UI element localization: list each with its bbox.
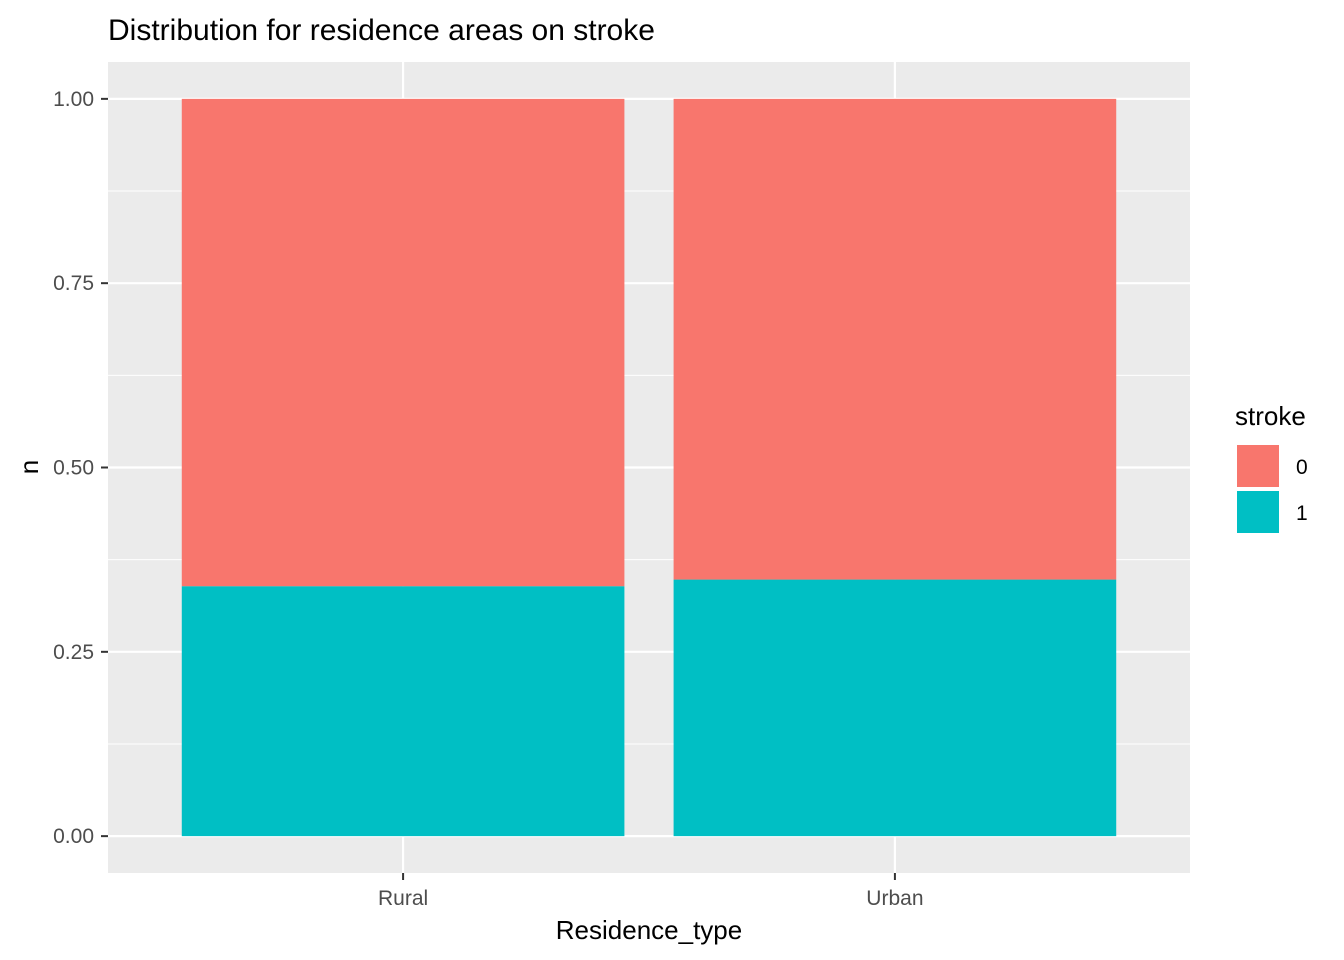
legend-key-stroke-1 bbox=[1235, 489, 1281, 535]
y-axis-title: n bbox=[14, 460, 44, 474]
legend-label-stroke-0: 0 bbox=[1296, 456, 1308, 479]
legend-label-stroke-1: 1 bbox=[1296, 502, 1308, 525]
bar-urban-stroke-0 bbox=[673, 98, 1117, 580]
y-tick-label: 1.00 bbox=[53, 88, 94, 111]
y-tick-label: 0.00 bbox=[53, 825, 94, 848]
legend-key-stroke-0 bbox=[1235, 443, 1281, 489]
chart-title: Distribution for residence areas on stro… bbox=[108, 14, 655, 47]
legend: stroke 0 1 bbox=[1235, 401, 1308, 535]
y-tick-label: 0.25 bbox=[53, 641, 94, 664]
x-tick-label: Urban bbox=[866, 887, 923, 910]
x-tick-label: Rural bbox=[378, 887, 428, 910]
x-axis-title: Residence_type bbox=[556, 915, 742, 945]
bar-rural-stroke-0 bbox=[181, 98, 625, 587]
bar-rural-stroke-1 bbox=[181, 586, 625, 837]
bars bbox=[181, 98, 1117, 837]
legend-title: stroke bbox=[1235, 401, 1306, 431]
y-axis: 0.00 0.25 0.50 0.75 1.00 bbox=[53, 88, 108, 848]
y-tick-label: 0.75 bbox=[53, 272, 94, 295]
bar-urban-stroke-1 bbox=[673, 579, 1117, 837]
y-tick-label: 0.50 bbox=[53, 457, 94, 480]
x-axis: Rural Urban bbox=[378, 873, 924, 910]
